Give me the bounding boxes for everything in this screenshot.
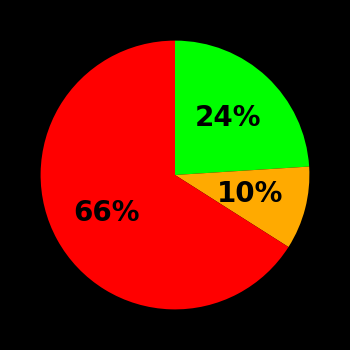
Wedge shape xyxy=(175,167,309,247)
Text: 24%: 24% xyxy=(195,104,261,132)
Text: 10%: 10% xyxy=(217,180,284,208)
Text: 66%: 66% xyxy=(74,198,140,226)
Wedge shape xyxy=(175,41,309,175)
Wedge shape xyxy=(41,41,288,309)
